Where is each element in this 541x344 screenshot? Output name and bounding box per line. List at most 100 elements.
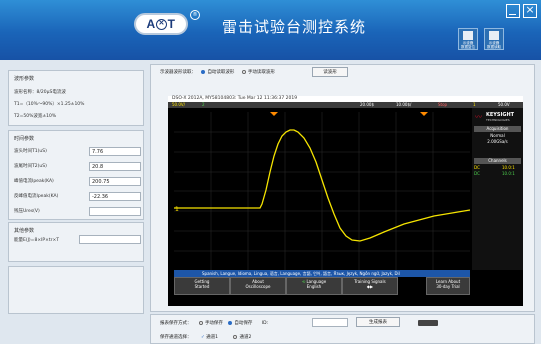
softkey-getting-started[interactable]: Getting Started bbox=[174, 277, 230, 295]
channel-select-group: 保存通道选择： ✓ 通道1 通道2 bbox=[160, 334, 251, 340]
rise-time-label: 波头时间T1(uS) bbox=[14, 149, 47, 154]
radio-auto-save[interactable]: 自动保存 bbox=[228, 320, 253, 326]
radio-auto-save-dot[interactable] bbox=[228, 320, 233, 325]
waveform-name: 波形名称：8/20μS电流波 bbox=[14, 90, 66, 95]
scope-reset-label: 示波器 数据复位 bbox=[461, 41, 475, 49]
trigger-level: 50.0V bbox=[498, 102, 510, 107]
printer-icon bbox=[489, 31, 499, 40]
ch1-ground-marker: 1 bbox=[175, 206, 179, 213]
left-empty-panel bbox=[8, 266, 144, 314]
softkey-1-top: Getting bbox=[194, 279, 210, 284]
peak-current-field[interactable]: 200.75 bbox=[89, 177, 141, 186]
arrow-right-icon: ◆▶ bbox=[366, 283, 374, 289]
radio-manual-save-label: 手动保存 bbox=[204, 321, 223, 326]
app-header bbox=[0, 0, 541, 60]
waveform-t1: T1=（10%～90%）×1.25±10% bbox=[14, 102, 85, 107]
energy-label: 能量E(J)=8×IP×tr×T bbox=[14, 238, 60, 243]
read-waveform-button[interactable]: 读波形 bbox=[312, 67, 348, 77]
waveform-params-panel: 波形参数 波形名称：8/20μS电流波 T1=（10%～90%）×1.25±10… bbox=[8, 70, 144, 126]
radio-auto-read[interactable]: 自动读取波形 bbox=[201, 69, 235, 75]
read-mode-group: 示波器波形读取： 自动读取波形 手动读取波形 bbox=[160, 69, 275, 75]
radio-auto-save-label: 自动保存 bbox=[234, 321, 253, 326]
language-bar: Spanish, Langue, Idioma, Lingua, 语言, Lan… bbox=[174, 270, 470, 277]
softkey-3-top: ⟲ Language bbox=[287, 279, 341, 285]
read-mode-label: 示波器波形读取： bbox=[160, 70, 196, 75]
half-time-label: 波尾时间T2(uS) bbox=[14, 164, 47, 169]
peak-current-label: 峰值电流Ipeak(KA) bbox=[14, 179, 54, 184]
energy-field[interactable] bbox=[79, 235, 141, 244]
reverse-peak-field[interactable]: -22.36 bbox=[89, 192, 141, 201]
scope-read-button[interactable]: 示波器 数据读取 bbox=[484, 28, 504, 50]
scope-sidebar: 〰 KEYSIGHT TECHNOLOGIES Acquisition Norm… bbox=[472, 108, 523, 270]
radio-manual-read-label: 手动读取波形 bbox=[247, 70, 275, 75]
checkbox-channel-2-box[interactable] bbox=[233, 334, 238, 339]
company-logo: A ✕ T bbox=[134, 13, 188, 35]
brand-name: KEYSIGHT bbox=[486, 112, 515, 118]
radio-manual-save[interactable]: 手动保存 bbox=[198, 320, 223, 326]
radio-manual-read[interactable]: 手动读取波形 bbox=[241, 69, 275, 75]
softkey-language[interactable]: ⟲ Language English bbox=[286, 277, 342, 295]
rotate-knob-icon: ⟲ bbox=[301, 279, 307, 284]
oscilloscope-icon bbox=[463, 31, 473, 40]
checkbox-channel-1-label: 通道1 bbox=[206, 335, 219, 340]
radio-auto-read-label: 自动读取波形 bbox=[207, 70, 235, 75]
softkey-training-signals[interactable]: Training Signals ◆▶ bbox=[342, 277, 398, 295]
usb-drive-icon bbox=[418, 320, 438, 326]
plot-grid bbox=[174, 112, 470, 270]
half-time-field[interactable]: 20.8 bbox=[89, 162, 141, 171]
time-params-title: 时间参数 bbox=[14, 136, 35, 142]
channel-select-label: 保存通道选择： bbox=[160, 335, 192, 340]
checkbox-channel-2-label: 通道2 bbox=[239, 335, 252, 340]
checkbox-channel-1[interactable]: ✓ 通道1 bbox=[201, 335, 218, 340]
generate-report-button[interactable]: 生成报表 bbox=[356, 317, 400, 327]
brand-sub: TECHNOLOGIES bbox=[486, 118, 510, 122]
keysight-logo-icon: 〰 bbox=[475, 113, 482, 121]
ch1-coupling: DC bbox=[474, 165, 480, 170]
minimize-button[interactable] bbox=[506, 4, 520, 18]
softkey-3-top-label: Language bbox=[306, 279, 327, 284]
acquisition-mode: Normal bbox=[490, 133, 505, 138]
radio-auto-read-dot[interactable] bbox=[201, 69, 206, 74]
softkey-5-bottom: 30-day Trial bbox=[436, 283, 460, 289]
waveform-plot: 1 bbox=[174, 112, 470, 270]
softkey-1-bottom: Started bbox=[194, 283, 210, 289]
time-reference-icon bbox=[420, 112, 428, 116]
time-scale: 10.00$/ bbox=[396, 102, 412, 107]
current-waveform bbox=[174, 129, 470, 242]
softkey-2-top: About bbox=[252, 279, 264, 284]
ch2-coupling: DC bbox=[474, 171, 480, 176]
registered-mark-icon: ® bbox=[190, 10, 200, 20]
other-params-title: 其他参数 bbox=[14, 228, 35, 234]
softkey-5-top: Learn About bbox=[435, 279, 461, 284]
residual-voltage-field[interactable] bbox=[89, 207, 141, 216]
checkbox-channel-2[interactable]: 通道2 bbox=[233, 334, 252, 340]
ch2-probe: 10.0:1 bbox=[502, 171, 515, 176]
radio-manual-save-dot[interactable] bbox=[198, 320, 203, 325]
acquisition-rate: 2.00GSa/s bbox=[487, 139, 508, 144]
save-mode-group: 报表保存方式： 手动保存 自动保存 ID: bbox=[160, 320, 268, 326]
id-label: ID: bbox=[261, 321, 269, 326]
check-icon: ✓ bbox=[200, 335, 205, 340]
oscilloscope-screen: DSO-X 2012A, MY58104803: Tue Mar 12 11:3… bbox=[168, 96, 523, 306]
waveform-params-title: 波形参数 bbox=[14, 76, 35, 82]
trigger-marker-icon bbox=[270, 112, 278, 116]
time-params-panel: 时间参数 波头时间T1(uS) 7.76 波尾时间T2(uS) 20.8 峰值电… bbox=[8, 130, 144, 220]
radio-manual-read-dot[interactable] bbox=[241, 69, 246, 74]
app-title: 雷击试验台测控系统 bbox=[222, 18, 367, 36]
softkey-about-oscilloscope[interactable]: About Oscilloscope bbox=[230, 277, 286, 295]
scope-reset-button[interactable]: 示波器 数据复位 bbox=[458, 28, 478, 50]
other-params-panel: 其他参数 能量E(J)=8×IP×tr×T bbox=[8, 222, 144, 262]
channels-title: Channels bbox=[474, 158, 521, 164]
id-field[interactable] bbox=[312, 318, 348, 327]
scope-read-label: 示波器 数据读取 bbox=[487, 41, 501, 49]
close-button[interactable]: × bbox=[523, 4, 537, 18]
softkey-2-bottom: Oscilloscope bbox=[245, 283, 271, 289]
softkey-learn-about[interactable]: Learn About 30-day Trial bbox=[426, 277, 470, 295]
time-offset: 20.00$ bbox=[360, 102, 374, 107]
ch1-probe: 10.0:1 bbox=[502, 165, 515, 170]
softkey-4-top: Training Signals bbox=[354, 279, 386, 284]
run-state: Stop bbox=[438, 102, 448, 107]
trigger-channel: 1 bbox=[473, 102, 476, 107]
rise-time-field[interactable]: 7.76 bbox=[89, 147, 141, 156]
ch1-scale: 50.0V/ bbox=[172, 102, 185, 107]
